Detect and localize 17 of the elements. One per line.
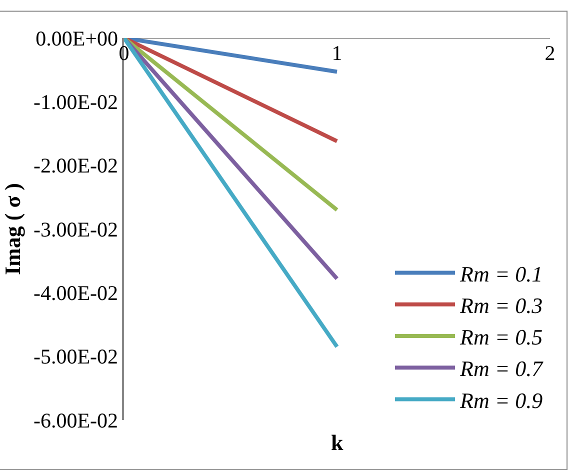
x-tick-label: 1: [332, 41, 342, 65]
x-tick-label: 0: [118, 41, 130, 65]
legend-label: Rm = 0.3: [459, 292, 543, 318]
y-tick-label: 0.00E+00: [36, 26, 118, 50]
x-axis-title: k: [331, 430, 344, 455]
x-tick-label: 2: [544, 41, 556, 65]
y-tick-label: -2.00E-02: [33, 154, 118, 178]
y-tick-label: -4.00E-02: [33, 281, 118, 306]
y-axis-title: Imag ( σ ): [0, 182, 25, 276]
y-tick-label: -3.00E-02: [33, 217, 118, 242]
legend-label: Rm = 0.7: [459, 356, 544, 382]
legend-label: Rm = 0.1: [459, 261, 543, 286]
y-tick-label: -6.00E-02: [33, 408, 118, 432]
legend-label: Rm = 0.5: [459, 324, 543, 350]
y-tick-label: -5.00E-02: [33, 344, 118, 369]
legend-label: Rm = 0.9: [459, 388, 543, 413]
y-tick-label: -1.00E-02: [33, 90, 118, 114]
